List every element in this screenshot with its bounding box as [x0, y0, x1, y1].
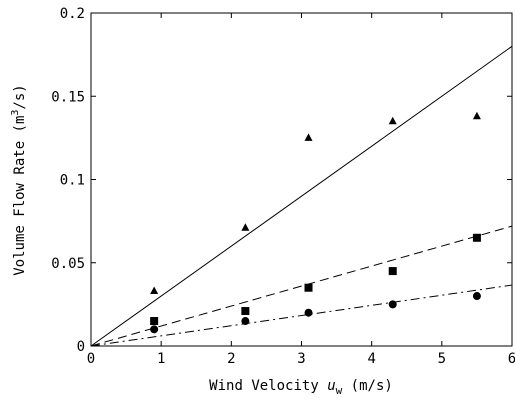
y-tick-label: 0.2 — [60, 6, 85, 22]
x-tick-label: 5 — [438, 351, 446, 367]
square-point — [241, 307, 250, 316]
ticks-layer: 0 1 2 3 4 5 6 0 0.05 0.1 0.15 0.2 — [51, 6, 515, 367]
x-axis-label: Wind Velocity uw (m/s) — [209, 378, 393, 397]
triangle-point — [472, 111, 481, 120]
circle-point — [150, 325, 159, 334]
x-tick-label: 2 — [227, 351, 235, 367]
triangle-fit-line — [90, 45, 513, 347]
x-tick-label: 1 — [157, 351, 165, 367]
square-point — [150, 317, 159, 326]
x-tick-label: 4 — [367, 351, 375, 367]
points-layer — [150, 111, 481, 334]
x-tick-label: 6 — [508, 351, 515, 367]
square-fit-line — [90, 225, 513, 347]
x-tick-label: 0 — [87, 351, 95, 367]
y-tick-label: 0.1 — [60, 173, 85, 189]
circle-point — [304, 308, 313, 317]
triangle-point — [304, 133, 313, 141]
circle-point — [472, 292, 481, 301]
circle-point — [241, 317, 250, 326]
x-tick-label: 3 — [297, 351, 305, 367]
circle-fit-line — [90, 284, 513, 347]
square-point — [304, 283, 313, 292]
triangle-point — [150, 286, 159, 295]
y-tick-label: 0.15 — [51, 89, 85, 105]
y-axis-label: Volume Flow Rate (m3/s) — [10, 84, 28, 275]
fit-lines-layer — [90, 45, 513, 347]
y-tick-label: 0.05 — [51, 256, 85, 272]
circle-point — [388, 300, 397, 309]
triangle-point — [388, 116, 397, 125]
y-tick-label: 0 — [77, 339, 85, 355]
triangle-point — [241, 223, 250, 231]
plot-frame — [90, 12, 513, 347]
square-point — [388, 267, 397, 276]
square-point — [472, 233, 481, 242]
